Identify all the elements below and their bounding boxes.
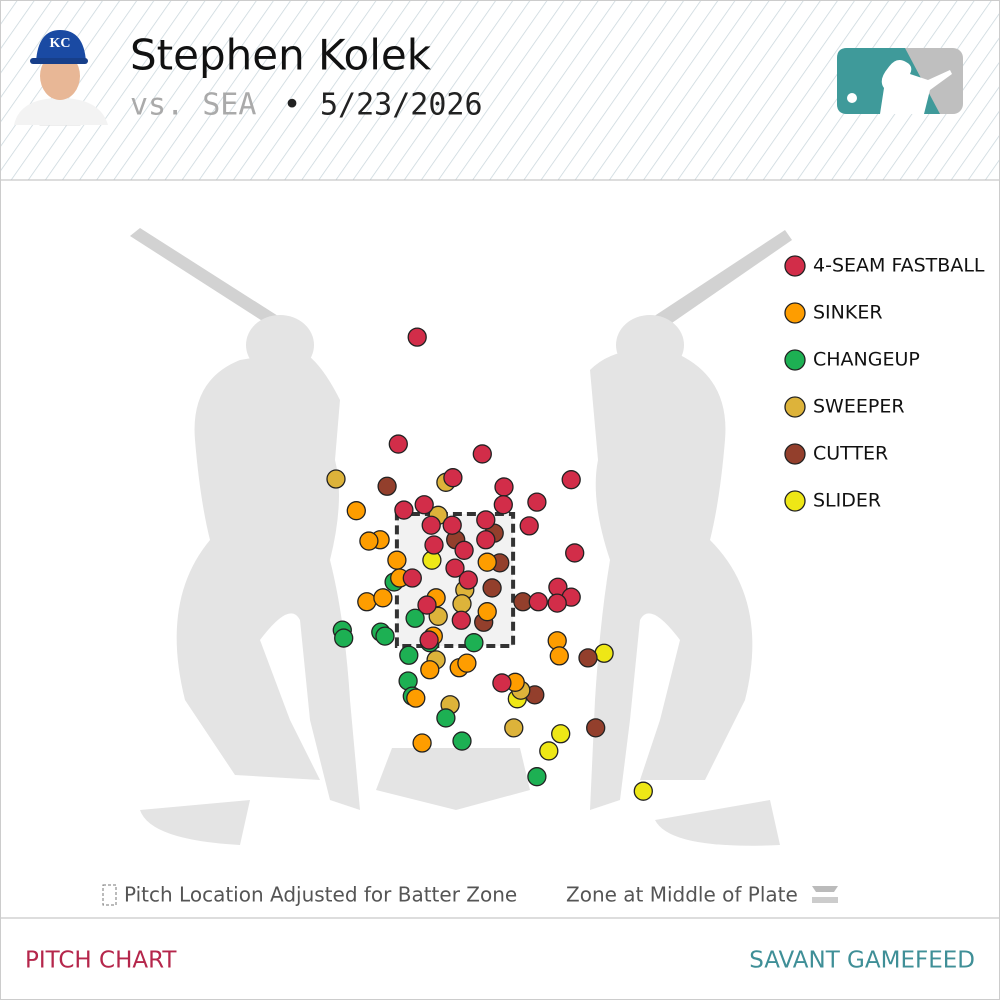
pitch — [549, 646, 569, 666]
svg-text:KC: KC — [50, 36, 71, 51]
batter-right — [590, 230, 792, 846]
legend-swatch — [784, 490, 806, 512]
pitch — [472, 444, 492, 464]
legend-label: SINKER — [813, 302, 883, 324]
pitch — [539, 741, 559, 761]
pitch — [436, 708, 456, 728]
pitch — [442, 515, 462, 535]
pitch — [334, 628, 354, 648]
legend-label: SLIDER — [813, 490, 881, 512]
pitch — [394, 500, 414, 520]
pitch — [578, 648, 598, 668]
pitch — [494, 477, 514, 497]
pitch — [377, 476, 397, 496]
pitch — [493, 495, 513, 515]
matchup: vs. SEA — [130, 88, 256, 123]
legend-swatch — [784, 349, 806, 371]
pitch — [326, 469, 346, 489]
pitch — [445, 558, 465, 578]
note: Pitch Location Adjusted for Batter Zone — [124, 883, 517, 907]
pitch — [528, 592, 548, 612]
pitch — [406, 688, 426, 708]
pitch — [424, 535, 444, 555]
pitch — [476, 510, 496, 530]
pitch — [594, 643, 614, 663]
player-name: Stephen Kolek — [130, 31, 432, 80]
pitch — [387, 550, 407, 570]
pitch — [457, 653, 477, 673]
pitch — [565, 543, 585, 563]
pitch — [504, 718, 524, 738]
pitch — [414, 495, 434, 515]
pitch — [458, 570, 478, 590]
legend-label: 4-SEAM FASTBALL — [813, 255, 985, 277]
pitch — [454, 540, 474, 560]
pitch — [451, 610, 471, 630]
pitch — [421, 515, 441, 535]
pitch — [417, 595, 437, 615]
pitch — [375, 626, 395, 646]
pitch — [443, 468, 463, 488]
legend-swatch — [784, 396, 806, 418]
pitch — [586, 718, 606, 738]
pitch — [633, 781, 653, 801]
batter-left — [130, 228, 360, 845]
pitch — [412, 733, 432, 753]
pitch — [476, 530, 496, 550]
legend-swatch — [784, 302, 806, 324]
pitch — [359, 531, 379, 551]
home-plate — [376, 748, 530, 810]
pitch — [519, 516, 539, 536]
footer-tab[interactable]: PITCH CHART — [25, 948, 177, 974]
legend-label: CUTTER — [813, 443, 888, 465]
pitch — [482, 578, 502, 598]
pitch — [527, 492, 547, 512]
pitch — [551, 724, 571, 744]
header-bg — [0, 0, 1000, 180]
pitch — [420, 660, 440, 680]
pitch — [388, 434, 408, 454]
pitch — [399, 645, 419, 665]
footer-link[interactable]: SAVANT GAMEFEED — [749, 948, 975, 974]
legend-swatch — [784, 443, 806, 465]
pitch — [373, 588, 393, 608]
pitch — [547, 593, 567, 613]
pitch — [346, 501, 366, 521]
pitch — [402, 568, 422, 588]
legend-label: CHANGEUP — [813, 349, 920, 371]
pitch — [464, 633, 484, 653]
legend-label: SWEEPER — [813, 396, 905, 418]
pitch — [452, 731, 472, 751]
game-date: 5/23/2026 — [320, 88, 483, 123]
avatar: KC — [14, 30, 108, 126]
pitch — [419, 630, 439, 650]
pitch — [407, 327, 427, 347]
plate-key-icon — [812, 886, 838, 892]
pitch — [357, 592, 377, 612]
pitch — [477, 602, 497, 622]
separator: • — [283, 88, 301, 123]
plate-key-icon — [812, 897, 838, 903]
zone-key-icon — [102, 884, 117, 906]
note: Zone at Middle of Plate — [566, 883, 798, 907]
pitch — [527, 767, 547, 787]
pitch — [477, 552, 497, 572]
legend-swatch — [784, 255, 806, 277]
league-logo — [837, 48, 963, 114]
pitch — [452, 594, 472, 614]
pitch — [405, 608, 425, 628]
pitch — [492, 673, 512, 693]
pitch — [561, 470, 581, 490]
